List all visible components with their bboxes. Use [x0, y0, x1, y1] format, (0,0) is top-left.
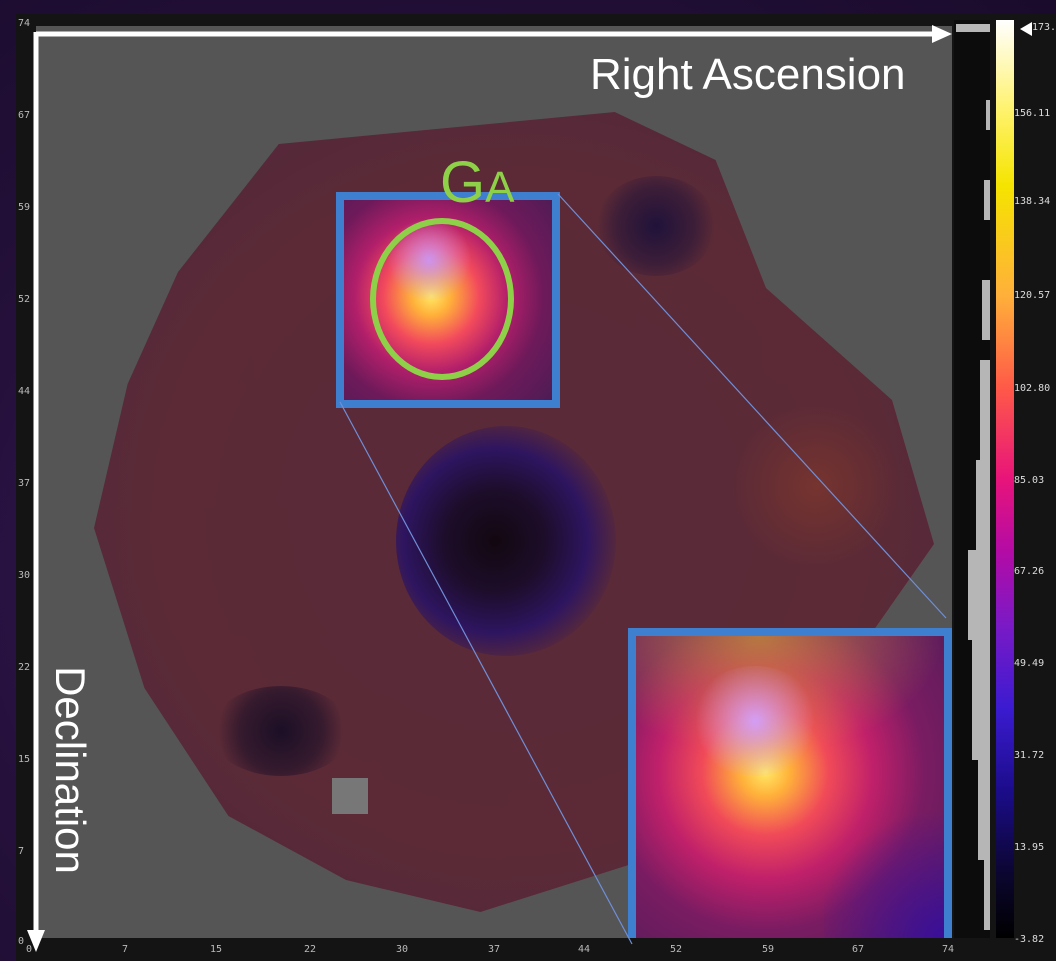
ga-label: GA [440, 154, 514, 217]
colorbar-tick: 102.80 [1014, 383, 1051, 394]
colorbar-tick: 173.88 [1032, 22, 1056, 33]
colorbar-tick: -3.82 [1014, 934, 1045, 945]
x-tick-37: 37 [488, 944, 501, 955]
y-tick-59: 59 [18, 202, 31, 213]
y-tick-44: 44 [18, 386, 31, 397]
x-tick-0: 0 [26, 944, 33, 955]
y-tick-37: 37 [18, 478, 31, 489]
y-tick-22: 22 [18, 662, 31, 673]
x-tick-44: 44 [578, 944, 591, 955]
histogram-bar [956, 24, 990, 32]
x-tick-15: 15 [210, 944, 223, 955]
x-tick-30: 30 [396, 944, 409, 955]
y-tick-7: 7 [18, 846, 25, 857]
histogram-bar [984, 860, 990, 930]
right-ascension-label: Right Ascension [590, 50, 906, 99]
y-tick-15: 15 [18, 754, 31, 765]
histogram-bar [968, 550, 990, 640]
y-tick-52: 52 [18, 294, 31, 305]
histogram-bar [986, 100, 990, 130]
dark-region-upper-right [596, 176, 716, 276]
colorbar-tick: 120.57 [1014, 290, 1051, 301]
dark-region-lower-left [211, 686, 351, 776]
histogram-bar [982, 280, 990, 340]
histogram-bar [984, 180, 990, 220]
value-histogram [954, 20, 990, 938]
colorbar-tick: 85.03 [1014, 475, 1045, 486]
x-tick-59: 59 [762, 944, 775, 955]
warm-region [726, 406, 906, 566]
colorbar-tick: 13.95 [1014, 842, 1045, 853]
dark-void-region [396, 426, 616, 656]
x-tick-7: 7 [122, 944, 129, 955]
x-tick-74: 74 [942, 944, 955, 955]
y-tick-0: 0 [18, 936, 25, 947]
colorbar[interactable] [996, 20, 1014, 938]
histogram-bar [980, 360, 990, 460]
ga-label-main: G [440, 150, 486, 215]
ga-ellipse-marker [370, 218, 514, 380]
y-tick-74: 74 [18, 18, 31, 29]
histogram-bar [978, 760, 990, 860]
colorbar-tick: 138.34 [1014, 196, 1051, 207]
histogram-bar [972, 640, 990, 760]
y-tick-67: 67 [18, 110, 31, 121]
colorbar-tick: 49.49 [1014, 658, 1045, 669]
declination-label: Declination [47, 666, 94, 874]
colorbar-tick: 31.72 [1014, 750, 1045, 761]
colorbar-marker-icon[interactable] [1020, 22, 1032, 36]
x-tick-52: 52 [670, 944, 683, 955]
ga-label-sub: A [485, 163, 515, 212]
x-tick-67: 67 [852, 944, 865, 955]
zoom-inset-box[interactable] [628, 628, 952, 938]
colorbar-tick: 67.26 [1014, 566, 1045, 577]
masked-pixel-block [332, 778, 368, 814]
x-tick-22: 22 [304, 944, 317, 955]
sky-map[interactable]: GA [36, 26, 952, 938]
inset-blue-corner [824, 798, 944, 938]
colorbar-tick: 156.11 [1014, 108, 1051, 119]
histogram-bar [976, 460, 990, 550]
inset-hotspot-halo [690, 666, 820, 776]
y-tick-30: 30 [18, 570, 31, 581]
